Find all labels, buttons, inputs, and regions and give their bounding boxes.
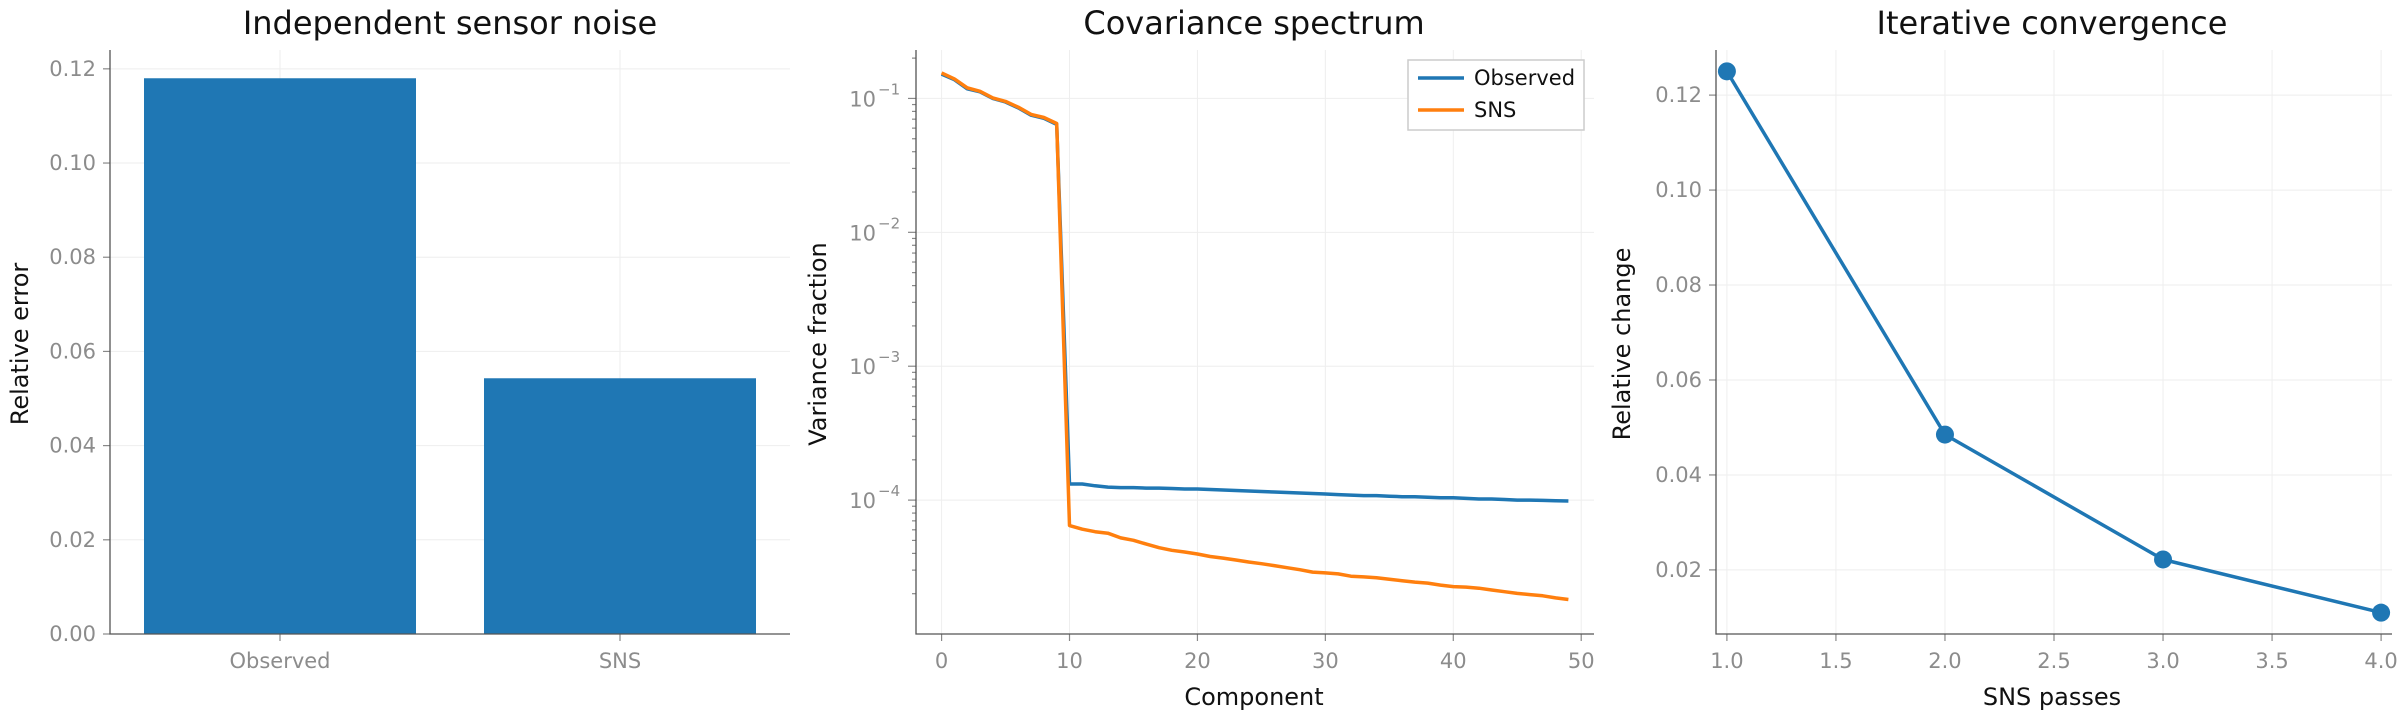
series-line-observed bbox=[940, 72, 1569, 503]
data-point-marker bbox=[2154, 550, 2173, 569]
data-point-marker bbox=[1935, 425, 1954, 444]
x-axis-label: SNS passes bbox=[1983, 683, 2121, 711]
y-tick-exponent: −1 bbox=[878, 80, 900, 98]
y-tick-label: 0.02 bbox=[1655, 558, 1702, 582]
x-tick-label: 2.0 bbox=[1928, 649, 1961, 673]
y-tick-label: 0.00 bbox=[49, 622, 96, 646]
data-point-marker bbox=[2372, 603, 2391, 622]
y-tick-label: 0.10 bbox=[49, 151, 96, 175]
x-tick-label: 3.5 bbox=[2255, 649, 2288, 673]
panel-covariance-spectrum: Covariance spectrum Variance fraction Co… bbox=[804, 4, 1595, 711]
y-tick-exponent: −2 bbox=[878, 214, 900, 232]
x-tick-label: 3.0 bbox=[2146, 649, 2179, 673]
data-point-marker bbox=[1717, 62, 1736, 81]
x-tick-label: Observed bbox=[229, 649, 330, 673]
x-tick-label: 2.5 bbox=[2037, 649, 2070, 673]
chart-title: Covariance spectrum bbox=[1083, 4, 1424, 42]
panel-iterative-convergence: Iterative convergence Relative change SN… bbox=[1608, 4, 2398, 711]
x-axis-label: Component bbox=[1184, 683, 1323, 711]
x-tick-label: 1.5 bbox=[1819, 649, 1852, 673]
legend-label: Observed bbox=[1474, 66, 1575, 90]
convergence-line bbox=[1725, 70, 2382, 615]
x-tick-label: 50 bbox=[1568, 649, 1595, 673]
x-tick-label: 0 bbox=[935, 649, 948, 673]
legend-label: SNS bbox=[1474, 98, 1516, 122]
panel-independent-sensor-noise: Independent sensor noise Relative error … bbox=[6, 4, 790, 673]
chart-title: Iterative convergence bbox=[1877, 4, 2228, 42]
x-tick-label: SNS bbox=[599, 649, 641, 673]
bar-sns bbox=[484, 378, 756, 634]
y-tick-label: 10 bbox=[849, 489, 876, 513]
chart-title: Independent sensor noise bbox=[243, 4, 657, 42]
legend: Observed SNS bbox=[1407, 59, 1585, 131]
y-tick-label: 0.08 bbox=[49, 245, 96, 269]
y-axis-label: Variance fraction bbox=[804, 242, 832, 446]
axes-spine bbox=[915, 50, 1594, 635]
y-tick-label: 0.08 bbox=[1655, 273, 1702, 297]
y-tick-label: 0.06 bbox=[49, 339, 96, 363]
axes-spine bbox=[109, 50, 790, 635]
y-tick-exponent: −3 bbox=[878, 348, 900, 366]
x-tick-label: 20 bbox=[1184, 649, 1211, 673]
y-axis-label: Relative error bbox=[6, 263, 34, 426]
bar-observed bbox=[144, 78, 416, 635]
y-axis-label: Relative change bbox=[1608, 248, 1636, 441]
y-tick-label: 0.12 bbox=[1655, 83, 1702, 107]
y-tick-label: 10 bbox=[849, 87, 876, 111]
x-tick-label: 30 bbox=[1312, 649, 1339, 673]
y-tick-label: 0.04 bbox=[1655, 463, 1702, 487]
axes-spine bbox=[1715, 50, 2392, 635]
y-tick-label: 0.12 bbox=[49, 57, 96, 81]
y-tick-label: 0.06 bbox=[1655, 368, 1702, 392]
x-tick-label: 10 bbox=[1056, 649, 1083, 673]
y-tick-label: 10 bbox=[849, 221, 876, 245]
y-tick-label: 0.04 bbox=[49, 434, 96, 458]
y-tick-label: 0.10 bbox=[1655, 178, 1702, 202]
series-line-sns bbox=[940, 71, 1569, 602]
y-tick-label: 0.02 bbox=[49, 528, 96, 552]
y-tick-label: 10 bbox=[849, 355, 876, 379]
legend-box bbox=[1407, 59, 1585, 131]
y-tick-exponent: −4 bbox=[878, 482, 900, 500]
x-tick-label: 4.0 bbox=[2364, 649, 2397, 673]
x-tick-label: 1.0 bbox=[1710, 649, 1743, 673]
x-tick-label: 40 bbox=[1440, 649, 1467, 673]
